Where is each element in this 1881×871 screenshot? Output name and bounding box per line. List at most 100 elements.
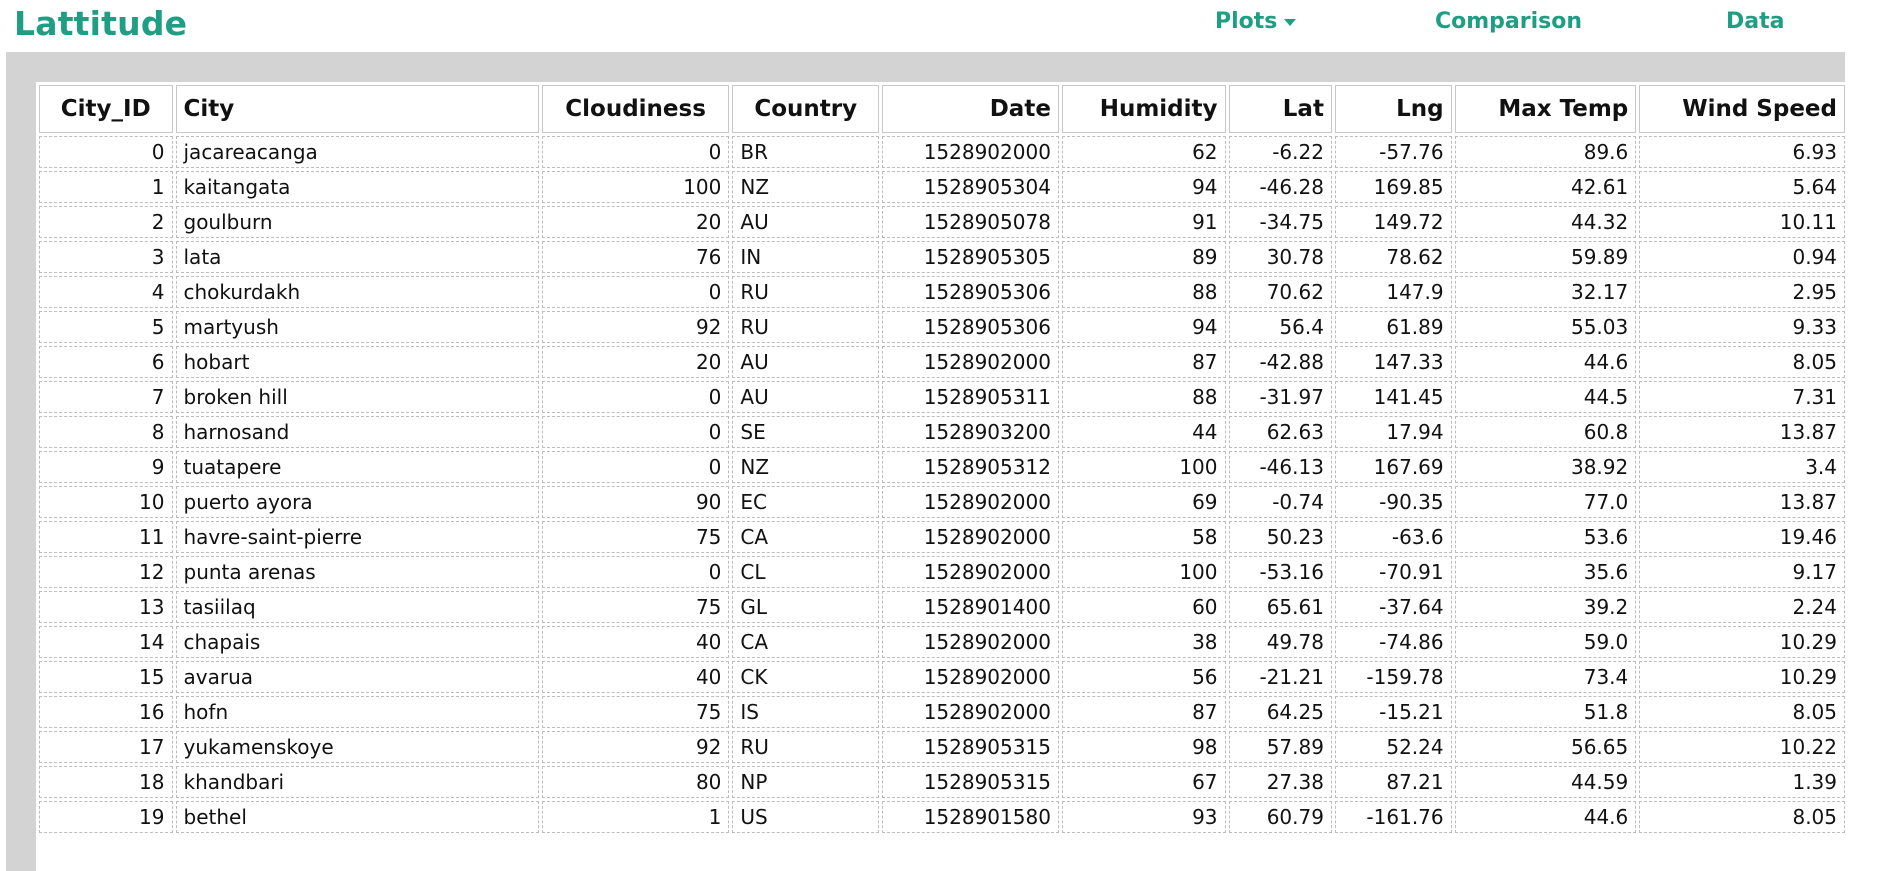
header-city[interactable]: City — [175, 85, 539, 133]
cell-country: IN — [732, 241, 880, 273]
cell-wind-speed: 2.95 — [1639, 276, 1845, 308]
header-wind-speed[interactable]: Wind Speed — [1639, 85, 1845, 133]
cell-max-temp: 60.8 — [1454, 416, 1637, 448]
cell-lng: 167.69 — [1334, 451, 1452, 483]
cell-city: khandbari — [175, 766, 539, 798]
cell-lat: 60.79 — [1228, 801, 1332, 833]
cell-max-temp: 39.2 — [1454, 591, 1637, 623]
nav-comparison[interactable]: Comparison — [1435, 9, 1583, 34]
cell-humidity: 88 — [1061, 381, 1226, 413]
cell-lat: 62.63 — [1228, 416, 1332, 448]
cell-lng: -70.91 — [1334, 556, 1452, 588]
cell-date: 1528902000 — [882, 521, 1059, 553]
cell-city-id: 8 — [39, 416, 173, 448]
cell-cloudiness: 0 — [541, 556, 730, 588]
cell-city: broken hill — [175, 381, 539, 413]
cell-country: NP — [732, 766, 880, 798]
data-table: City_ID City Cloudiness Country Date Hum… — [36, 82, 1845, 836]
table-row: 3 lata 76 IN 1528905305 89 30.78 78.62 59.89 0.94 — [39, 241, 1845, 273]
cell-city-id: 14 — [39, 626, 173, 658]
cell-date: 1528905315 — [882, 766, 1059, 798]
cell-cloudiness: 20 — [541, 346, 730, 378]
cell-max-temp: 53.6 — [1454, 521, 1637, 553]
brand-logo-link[interactable]: Lattitude — [14, 4, 188, 43]
cell-max-temp: 51.8 — [1454, 696, 1637, 728]
cell-city: chapais — [175, 626, 539, 658]
cell-cloudiness: 0 — [541, 136, 730, 168]
cell-wind-speed: 7.31 — [1639, 381, 1845, 413]
cell-wind-speed: 1.39 — [1639, 766, 1845, 798]
cell-lng: 87.21 — [1334, 766, 1452, 798]
cell-city-id: 19 — [39, 801, 173, 833]
cell-max-temp: 44.59 — [1454, 766, 1637, 798]
cell-date: 1528902000 — [882, 346, 1059, 378]
table-row: 10 puerto ayora 90 EC 1528902000 69 -0.74 -90.3… — [39, 486, 1845, 518]
cell-date: 1528902000 — [882, 136, 1059, 168]
cell-humidity: 38 — [1061, 626, 1226, 658]
cell-lng: -90.35 — [1334, 486, 1452, 518]
header-cloudiness[interactable]: Cloudiness — [541, 85, 730, 133]
cell-lat: 49.78 — [1228, 626, 1332, 658]
cell-lat: -21.21 — [1228, 661, 1332, 693]
cell-date: 1528905304 — [882, 171, 1059, 203]
cell-city: jacareacanga — [175, 136, 539, 168]
cell-wind-speed: 8.05 — [1639, 696, 1845, 728]
cell-date: 1528903200 — [882, 416, 1059, 448]
cell-city: hofn — [175, 696, 539, 728]
header-lat[interactable]: Lat — [1228, 85, 1332, 133]
header-date[interactable]: Date — [882, 85, 1059, 133]
plots-dropdown[interactable]: Plots — [1215, 9, 1297, 34]
cell-wind-speed: 3.4 — [1639, 451, 1845, 483]
cell-date: 1528905312 — [882, 451, 1059, 483]
cell-date: 1528905078 — [882, 206, 1059, 238]
cell-max-temp: 59.89 — [1454, 241, 1637, 273]
cell-cloudiness: 75 — [541, 696, 730, 728]
cell-date: 1528905305 — [882, 241, 1059, 273]
cell-humidity: 100 — [1061, 451, 1226, 483]
cell-humidity: 94 — [1061, 171, 1226, 203]
cell-city-id: 13 — [39, 591, 173, 623]
cell-lat: -6.22 — [1228, 136, 1332, 168]
cell-cloudiness: 92 — [541, 311, 730, 343]
cell-country: EC — [732, 486, 880, 518]
cell-country: US — [732, 801, 880, 833]
cell-lng: -63.6 — [1334, 521, 1452, 553]
cell-humidity: 56 — [1061, 661, 1226, 693]
cell-date: 1528902000 — [882, 661, 1059, 693]
table-header-row: City_ID City Cloudiness Country Date Hum… — [39, 85, 1845, 133]
cell-country: AU — [732, 206, 880, 238]
cell-date: 1528905306 — [882, 276, 1059, 308]
cell-max-temp: 42.61 — [1454, 171, 1637, 203]
cell-max-temp: 55.03 — [1454, 311, 1637, 343]
nav-data[interactable]: Data — [1726, 9, 1785, 34]
cell-lng: 61.89 — [1334, 311, 1452, 343]
cell-city-id: 9 — [39, 451, 173, 483]
cell-max-temp: 77.0 — [1454, 486, 1637, 518]
cell-wind-speed: 13.87 — [1639, 486, 1845, 518]
header-lng[interactable]: Lng — [1334, 85, 1452, 133]
cell-max-temp: 89.6 — [1454, 136, 1637, 168]
cell-cloudiness: 100 — [541, 171, 730, 203]
cell-city: puerto ayora — [175, 486, 539, 518]
cell-cloudiness: 0 — [541, 416, 730, 448]
table-row: 18 khandbari 80 NP 1528905315 67 27.38 87.21 44.… — [39, 766, 1845, 798]
header-humidity[interactable]: Humidity — [1061, 85, 1226, 133]
cell-humidity: 91 — [1061, 206, 1226, 238]
caret-down-icon — [1284, 18, 1297, 26]
cell-wind-speed: 8.05 — [1639, 346, 1845, 378]
table-row: 6 hobart 20 AU 1528902000 87 -42.88 147.33 44.6 8… — [39, 346, 1845, 378]
cell-max-temp: 44.6 — [1454, 801, 1637, 833]
cell-lat: 65.61 — [1228, 591, 1332, 623]
cell-city: avarua — [175, 661, 539, 693]
cell-wind-speed: 10.22 — [1639, 731, 1845, 763]
header-max-temp[interactable]: Max Temp — [1454, 85, 1637, 133]
header-city-id[interactable]: City_ID — [39, 85, 173, 133]
cell-country: NZ — [732, 451, 880, 483]
cell-city-id: 3 — [39, 241, 173, 273]
cell-lng: -37.64 — [1334, 591, 1452, 623]
cell-country: RU — [732, 731, 880, 763]
cell-lng: 147.33 — [1334, 346, 1452, 378]
table-row: 5 martyush 92 RU 1528905306 94 56.4 61.89 55.03 9… — [39, 311, 1845, 343]
header-country[interactable]: Country — [732, 85, 880, 133]
cell-country: GL — [732, 591, 880, 623]
